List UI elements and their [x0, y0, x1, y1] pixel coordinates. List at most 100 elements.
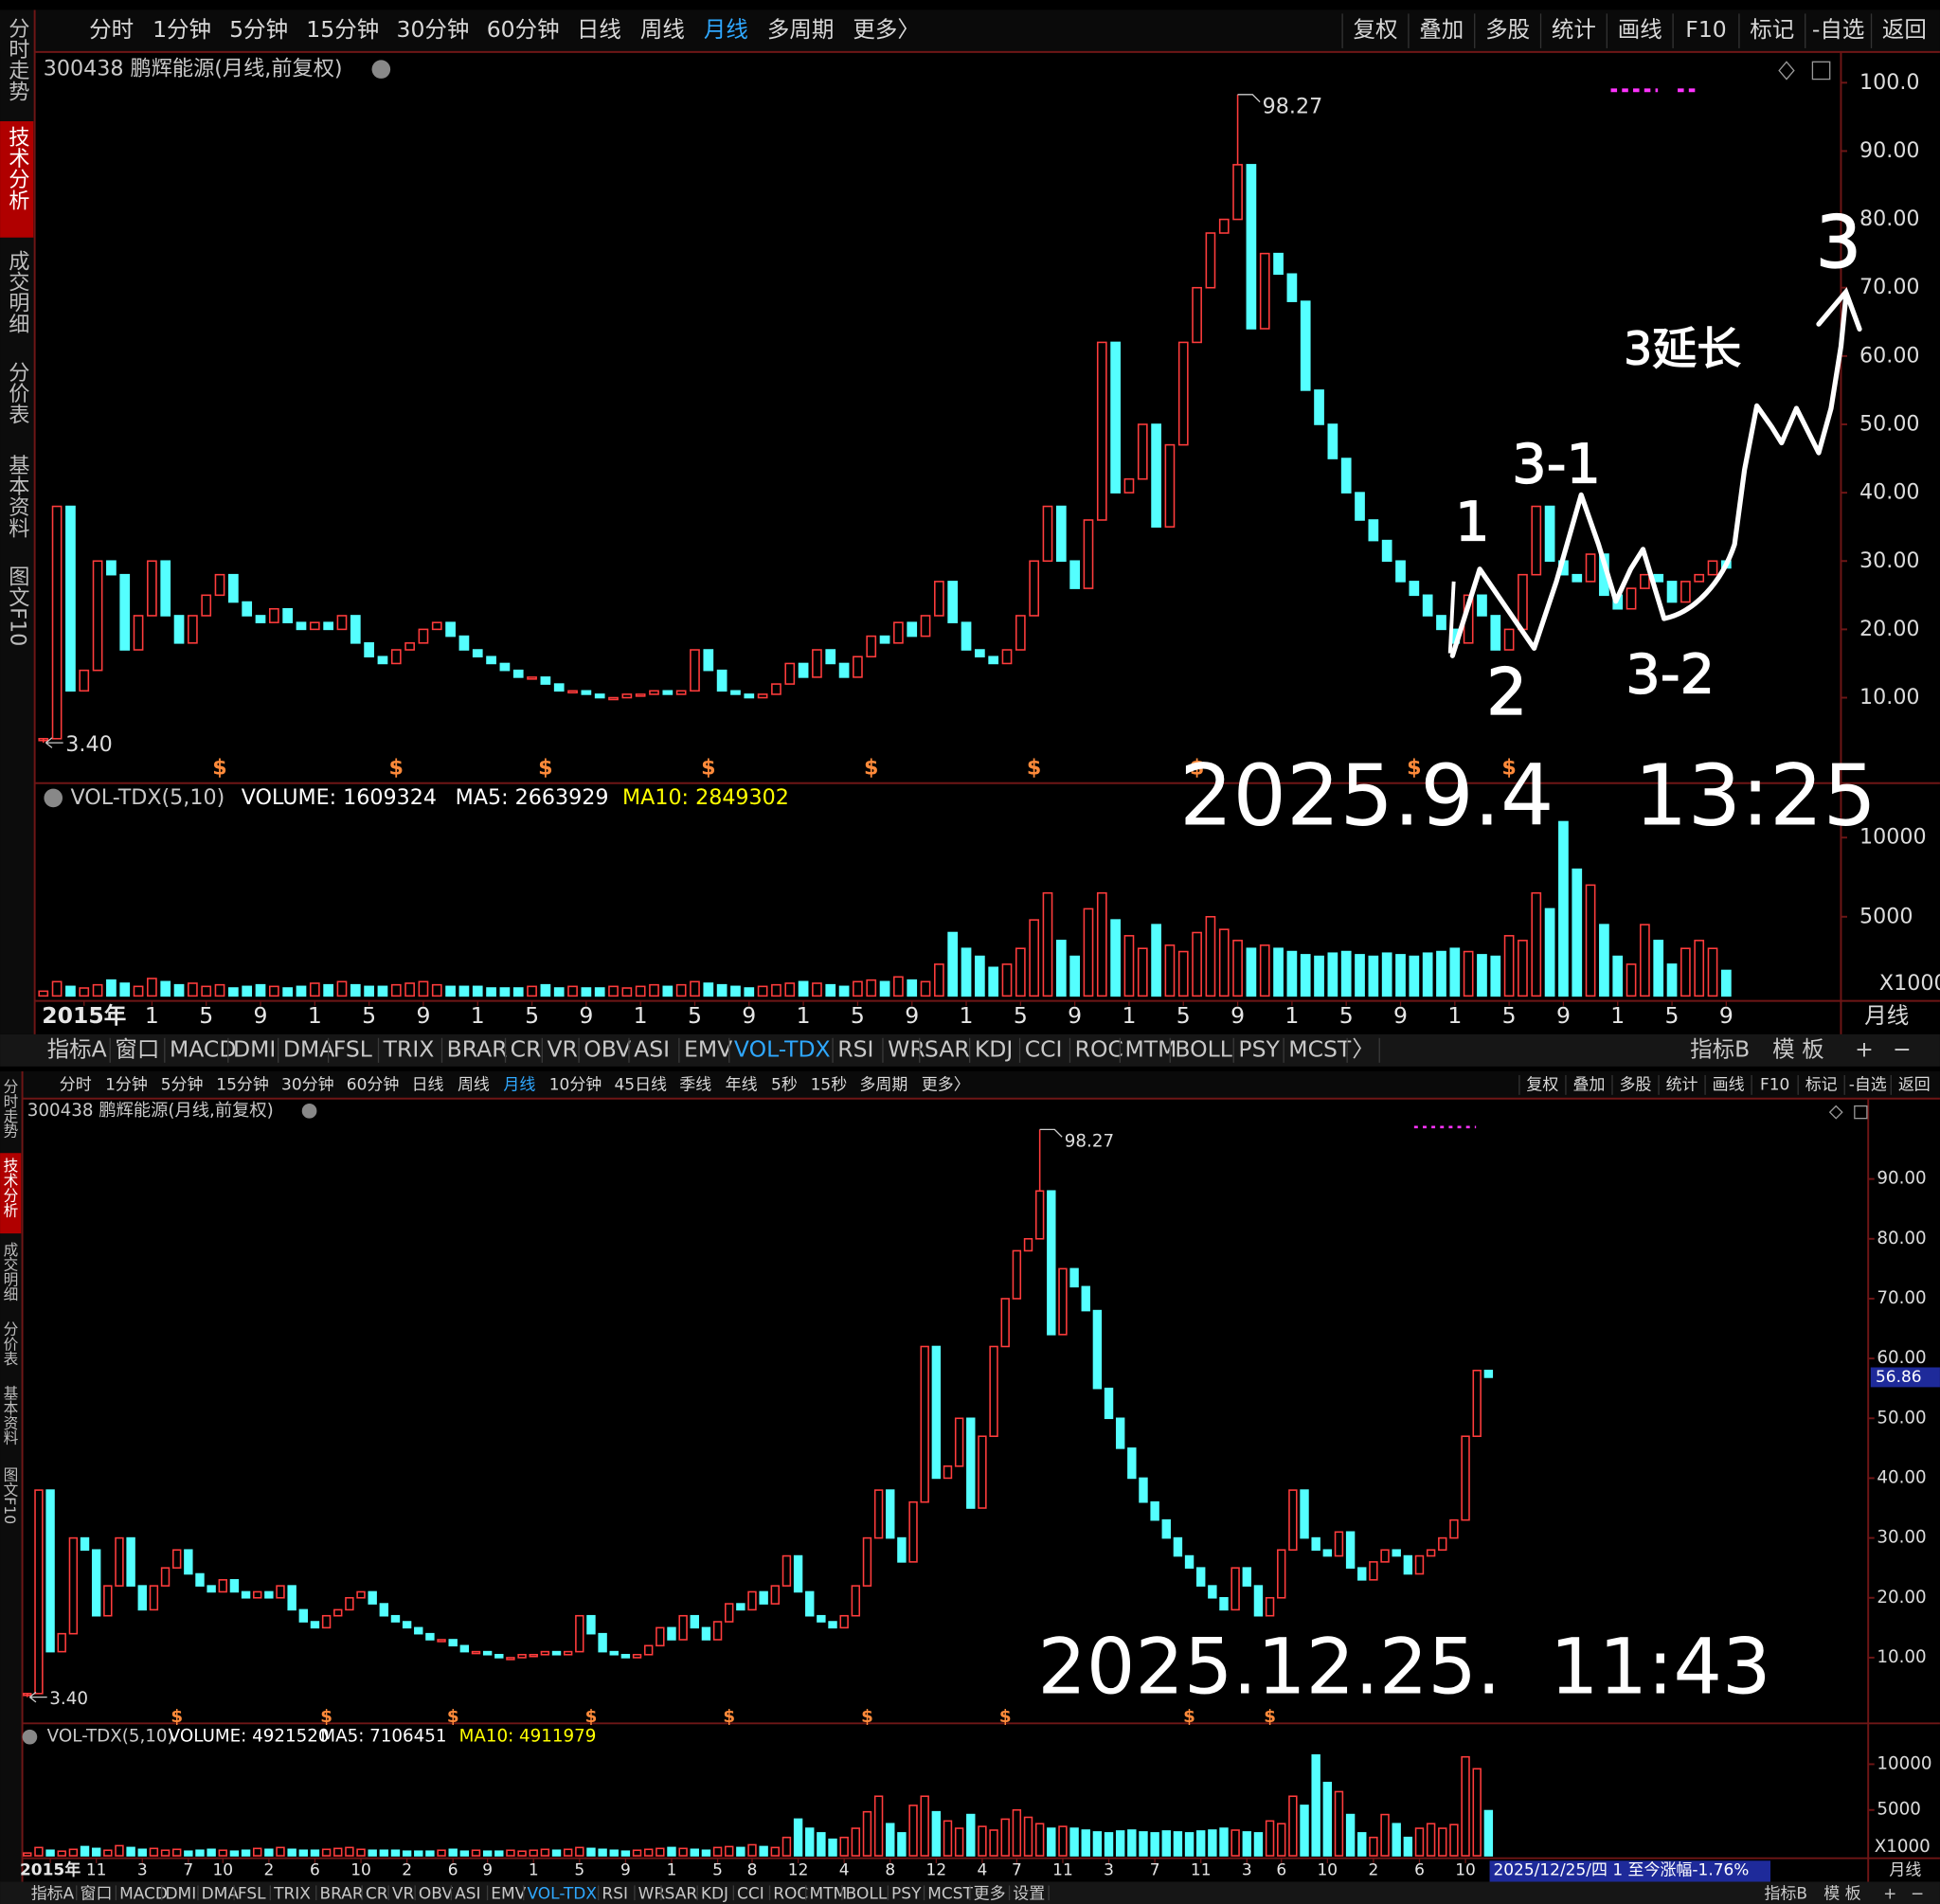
indicator-tab[interactable]: +: [1855, 1035, 1874, 1062]
period-button[interactable]: 30分钟: [281, 1075, 334, 1094]
period-button[interactable]: 1分钟: [153, 16, 211, 43]
period-button[interactable]: 周线: [458, 1075, 490, 1094]
indicator-tab[interactable]: OBV: [419, 1885, 453, 1904]
volume-icon[interactable]: [44, 788, 63, 808]
indicator-tab[interactable]: CR: [366, 1885, 388, 1904]
indicator-tab[interactable]: TRIX: [273, 1885, 311, 1904]
tool-button[interactable]: -自选: [1812, 16, 1864, 43]
indicator-tab[interactable]: 更多: [974, 1885, 1006, 1904]
icon[interactable]: [1828, 1105, 1843, 1120]
sidebar-tab[interactable]: 分价表: [1, 1321, 19, 1366]
tool-button[interactable]: 叠加: [1419, 16, 1464, 43]
indicator-tab[interactable]: MCST: [927, 1885, 973, 1904]
period-button[interactable]: 15秒: [811, 1075, 848, 1094]
period-button[interactable]: 多周期: [767, 16, 835, 43]
indicator-tab[interactable]: RSI: [837, 1035, 873, 1062]
indicator-tab[interactable]: CCI: [1025, 1035, 1063, 1062]
indicator-tab[interactable]: 〉: [1352, 1035, 1374, 1062]
indicator-tab[interactable]: 窗口: [115, 1035, 159, 1062]
indicator-tab[interactable]: EMV: [491, 1885, 526, 1904]
indicator-tab[interactable]: MTM: [1125, 1035, 1177, 1062]
tool-button[interactable]: 统计: [1666, 1075, 1698, 1094]
icon[interactable]: [1778, 61, 1795, 81]
period-button[interactable]: 5分钟: [161, 1075, 204, 1094]
indicator-tab[interactable]: VOL-TDX: [734, 1035, 831, 1062]
indicator-tab[interactable]: MACD: [119, 1885, 168, 1904]
indicator-tab[interactable]: VOL-TDX: [528, 1885, 598, 1904]
sidebar-tab[interactable]: 成交明细: [5, 249, 29, 334]
indicator-tab[interactable]: VR: [392, 1885, 415, 1904]
indicator-tab[interactable]: FSL: [238, 1885, 266, 1904]
indicator-tab[interactable]: 窗口: [80, 1885, 112, 1904]
indicator-tab[interactable]: +: [1883, 1885, 1896, 1904]
title-icon[interactable]: [371, 60, 391, 79]
period-button[interactable]: 月线: [503, 1075, 535, 1094]
tool-button[interactable]: 标记: [1750, 16, 1794, 43]
indicator-tab[interactable]: ASI: [634, 1035, 670, 1062]
indicator-tab[interactable]: 模 板: [1772, 1035, 1823, 1062]
indicator-tab[interactable]: RSI: [602, 1885, 628, 1904]
indicator-tab[interactable]: DMI: [233, 1035, 276, 1062]
indicator-tab[interactable]: SAR: [925, 1035, 970, 1062]
indicator-tab[interactable]: ASI: [455, 1885, 480, 1904]
indicator-tab[interactable]: PSY: [891, 1885, 922, 1904]
tool-button[interactable]: -自选: [1849, 1075, 1887, 1094]
indicator-tab[interactable]: −: [1911, 1885, 1924, 1904]
period-button[interactable]: 10分钟: [549, 1075, 602, 1094]
period-button[interactable]: 季线: [679, 1075, 711, 1094]
tool-button[interactable]: 复权: [1354, 16, 1398, 43]
period-button[interactable]: 60分钟: [487, 16, 560, 43]
tool-button[interactable]: 画线: [1713, 1075, 1745, 1094]
indicator-tab[interactable]: FSL: [333, 1035, 372, 1062]
sidebar-tab[interactable]: 图文F10: [5, 566, 29, 646]
sidebar-tab[interactable]: 图文F10: [1, 1467, 19, 1524]
indicator-tab[interactable]: 指标B: [1764, 1885, 1807, 1904]
period-button[interactable]: 多周期: [859, 1075, 907, 1094]
tool-button[interactable]: 画线: [1618, 16, 1662, 43]
indicator-tab[interactable]: VR: [547, 1035, 577, 1062]
period-button[interactable]: 分时: [60, 1075, 92, 1094]
period-button[interactable]: 15分钟: [306, 16, 379, 43]
indicator-tab[interactable]: MACD: [170, 1035, 236, 1062]
indicator-tab[interactable]: KDJ: [701, 1885, 728, 1904]
sidebar-tab[interactable]: 技术分析: [5, 126, 29, 211]
indicator-tab[interactable]: 指标A: [47, 1035, 107, 1062]
tool-button[interactable]: 复权: [1526, 1075, 1558, 1094]
period-button[interactable]: 日线: [577, 16, 621, 43]
tool-button[interactable]: 叠加: [1572, 1075, 1605, 1094]
indicator-tab[interactable]: BRAR: [447, 1035, 508, 1062]
period-button[interactable]: 月线: [704, 16, 748, 43]
indicator-tab[interactable]: ROC: [1075, 1035, 1123, 1062]
tool-button[interactable]: F10: [1760, 1075, 1789, 1094]
indicator-tab[interactable]: 模 板: [1823, 1885, 1860, 1904]
indicator-tab[interactable]: PSY: [1238, 1035, 1280, 1062]
indicator-tab[interactable]: BRAR: [319, 1885, 363, 1904]
indicator-tab[interactable]: DMA: [283, 1035, 334, 1062]
indicator-tab[interactable]: BOLL: [846, 1885, 888, 1904]
period-button[interactable]: 45日线: [615, 1075, 668, 1094]
period-button[interactable]: 日线: [412, 1075, 444, 1094]
sidebar-tab[interactable]: 基本资料: [1, 1386, 19, 1446]
indicator-tab[interactable]: SAR: [665, 1885, 698, 1904]
sidebar-tab[interactable]: 成交明细: [1, 1242, 19, 1302]
title-icon[interactable]: [301, 1103, 317, 1119]
period-button[interactable]: 更多〉: [922, 1075, 970, 1094]
sidebar-tab[interactable]: 分价表: [5, 361, 29, 424]
period-button[interactable]: 30分钟: [397, 16, 470, 43]
indicator-tab[interactable]: TRIX: [383, 1035, 435, 1062]
period-button[interactable]: 5分钟: [229, 16, 288, 43]
tool-button[interactable]: 返回: [1898, 1075, 1931, 1094]
indicator-tab[interactable]: BOLL: [1175, 1035, 1231, 1062]
icon[interactable]: [1854, 1105, 1868, 1120]
sidebar-tab[interactable]: 技术分析: [1, 1158, 19, 1217]
indicator-tab[interactable]: CCI: [737, 1885, 764, 1904]
indicator-tab[interactable]: EMV: [684, 1035, 732, 1062]
period-button[interactable]: 分时: [89, 16, 134, 43]
period-button[interactable]: 更多〉: [853, 16, 920, 43]
tool-button[interactable]: 统计: [1552, 16, 1596, 43]
tool-button[interactable]: F10: [1685, 16, 1726, 43]
period-button[interactable]: 15分钟: [216, 1075, 269, 1094]
indicator-tab[interactable]: 指标B: [1690, 1035, 1750, 1062]
tool-button[interactable]: 多股: [1620, 1075, 1652, 1094]
indicator-tab[interactable]: 设置: [1013, 1885, 1045, 1904]
